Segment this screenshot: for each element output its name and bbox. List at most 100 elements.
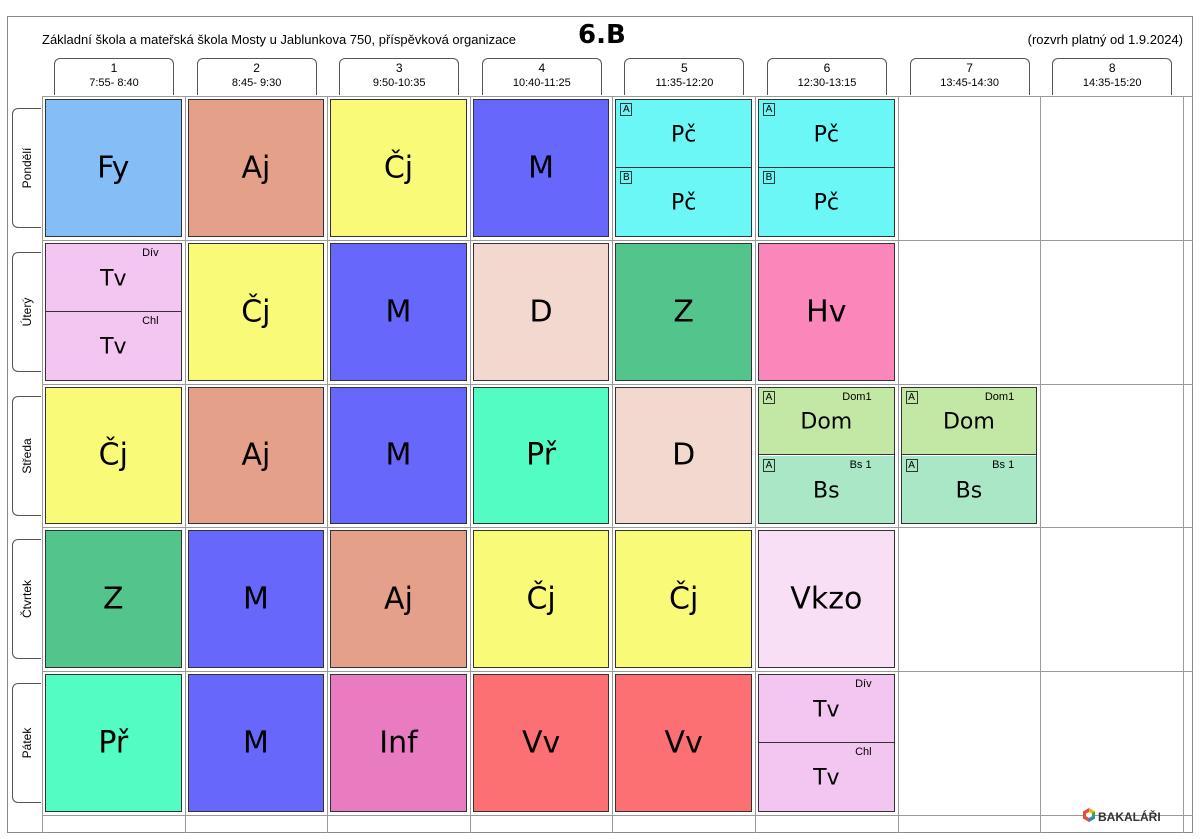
grid-col-line <box>1040 96 1042 833</box>
period-header-5: 5 11:35-12:20 <box>624 58 745 95</box>
lesson-cell[interactable]: D <box>615 386 752 525</box>
lesson-cell[interactable]: Čj <box>615 530 752 669</box>
subject-label: Fy <box>97 150 130 186</box>
split-lesson-cell[interactable]: A Pč B Pč <box>758 99 895 237</box>
day-name: Pondělí <box>20 147 34 189</box>
period-time: 9:50-10:35 <box>372 77 426 89</box>
lesson-half[interactable]: A Bs 1 Bs <box>901 455 1037 524</box>
subject-label: Tv <box>813 765 840 791</box>
period-time: 12:30-13:15 <box>797 77 857 89</box>
subject-label: Dom <box>800 409 853 435</box>
lesson-half[interactable]: B Pč <box>759 167 894 236</box>
subject-label: M <box>385 437 412 473</box>
lesson-cell[interactable]: Vv <box>615 674 752 812</box>
period-number: 5 <box>681 61 688 75</box>
lesson-cell[interactable]: M <box>330 242 467 381</box>
subject-label: Dom <box>942 409 995 435</box>
subject-label: Aj <box>241 150 271 186</box>
group-room-label: Dom1 <box>842 390 872 403</box>
lesson-cell[interactable]: Aj <box>187 386 325 525</box>
subject-label: Pč <box>813 122 839 148</box>
subject-label: Inf <box>379 725 418 761</box>
lesson-half[interactable]: A Bs 1 Bs <box>759 455 894 524</box>
split-lesson-cell[interactable]: Dív Tv Chl Tv <box>758 674 895 812</box>
lesson-cell[interactable]: Aj <box>187 99 325 237</box>
grid-col-line <box>755 96 756 833</box>
lesson-cell[interactable]: Aj <box>330 530 467 669</box>
subject-label: Z <box>103 581 124 617</box>
subject-label: Hv <box>806 294 847 330</box>
lesson-cell[interactable]: Z <box>615 242 752 381</box>
grid-col-line <box>42 96 43 833</box>
period-header-2: 2 8:45- 9:30 <box>196 58 317 95</box>
period-header-6: 6 12:30-13:15 <box>767 58 887 95</box>
lesson-cell[interactable]: Čj <box>472 530 610 669</box>
split-lesson-cell[interactable]: A Pč B Pč <box>615 99 752 237</box>
grid-col-line <box>612 96 614 833</box>
logo-text: BAKALÁŘI <box>1098 810 1161 824</box>
subject-label: Tv <box>100 334 127 360</box>
lesson-cell[interactable]: M <box>187 674 325 812</box>
grid-col-line <box>469 96 471 833</box>
lesson-cell[interactable]: Z <box>45 530 182 669</box>
subject-label: M <box>385 294 412 330</box>
lesson-half[interactable]: A Pč <box>759 100 894 168</box>
lesson-half[interactable]: A Pč <box>616 100 751 168</box>
lesson-cell[interactable]: Čj <box>45 386 182 525</box>
lesson-cell[interactable]: Př <box>472 386 610 525</box>
split-lesson-cell[interactable]: A Dom1 Dom A Bs 1 Bs <box>758 386 895 525</box>
lesson-cell[interactable]: Fy <box>45 99 182 237</box>
group-room-label: Dív <box>855 678 872 691</box>
lesson-cell[interactable]: Čj <box>330 99 467 237</box>
subject-label: Pč <box>671 122 697 148</box>
lesson-cell[interactable]: M <box>330 386 467 525</box>
group-badge: A <box>905 390 918 404</box>
period-header-1: 1 7:55- 8:40 <box>54 58 174 95</box>
period-number: 1 <box>110 61 118 75</box>
period-time: 14:35-15:20 <box>1082 77 1142 89</box>
period-header-8: 8 14:35-15:20 <box>1052 58 1173 95</box>
lesson-cell[interactable]: Vv <box>472 674 610 812</box>
period-number: 2 <box>253 61 260 75</box>
grid-row-line <box>42 96 1193 97</box>
lesson-cell[interactable]: Inf <box>330 674 467 812</box>
subject-label: Čj <box>383 150 414 186</box>
lesson-cell[interactable]: D <box>472 242 610 381</box>
lesson-half[interactable]: A Dom1 Dom <box>759 387 894 456</box>
subject-label: Bs <box>813 478 840 504</box>
lesson-half[interactable]: Dív Tv <box>46 243 181 312</box>
class-name: 6.B <box>578 20 626 50</box>
lesson-cell[interactable]: Př <box>45 674 182 812</box>
lesson-half[interactable]: Chl Tv <box>759 743 894 811</box>
day-name: Úterý <box>20 297 34 327</box>
lesson-cell[interactable]: Čj <box>187 242 325 381</box>
bakalari-logo: BAKALÁŘI <box>1083 808 1161 824</box>
lesson-cell[interactable]: Vkzo <box>758 530 895 669</box>
subject-label: Čj <box>669 581 699 617</box>
group-badge: A <box>763 103 775 116</box>
lesson-cell[interactable]: M <box>472 99 610 237</box>
split-lesson-cell[interactable]: Dív Tv Chl Tv <box>45 242 182 381</box>
day-label-4: Čtvrtek <box>12 539 41 660</box>
subject-label: M <box>242 725 269 761</box>
split-lesson-cell[interactable]: A Dom1 Dom A Bs 1 Bs <box>900 386 1038 525</box>
lesson-cell[interactable]: Hv <box>758 242 895 381</box>
subject-label: D <box>529 294 553 330</box>
lesson-cell[interactable]: M <box>187 530 325 669</box>
period-time: 11:35-12:20 <box>655 77 714 89</box>
subject-label: M <box>528 150 555 186</box>
period-header-4: 4 10:40-11:25 <box>481 58 602 95</box>
grid-col-line <box>184 96 186 833</box>
day-label-3: Středa <box>12 395 41 516</box>
day-name: Středa <box>20 437 34 474</box>
lesson-half[interactable]: Dív Tv <box>759 675 894 744</box>
subject-label: Př <box>526 437 557 473</box>
grid-col-line <box>327 96 329 833</box>
period-number: 7 <box>966 61 973 75</box>
lesson-half[interactable]: B Pč <box>616 167 751 236</box>
lesson-half[interactable]: A Dom1 Dom <box>901 387 1037 456</box>
bakalari-logo-icon <box>1083 808 1095 822</box>
subject-label: Čj <box>241 294 271 330</box>
lesson-half[interactable]: Chl Tv <box>46 311 181 380</box>
subject-label: M <box>242 581 269 617</box>
